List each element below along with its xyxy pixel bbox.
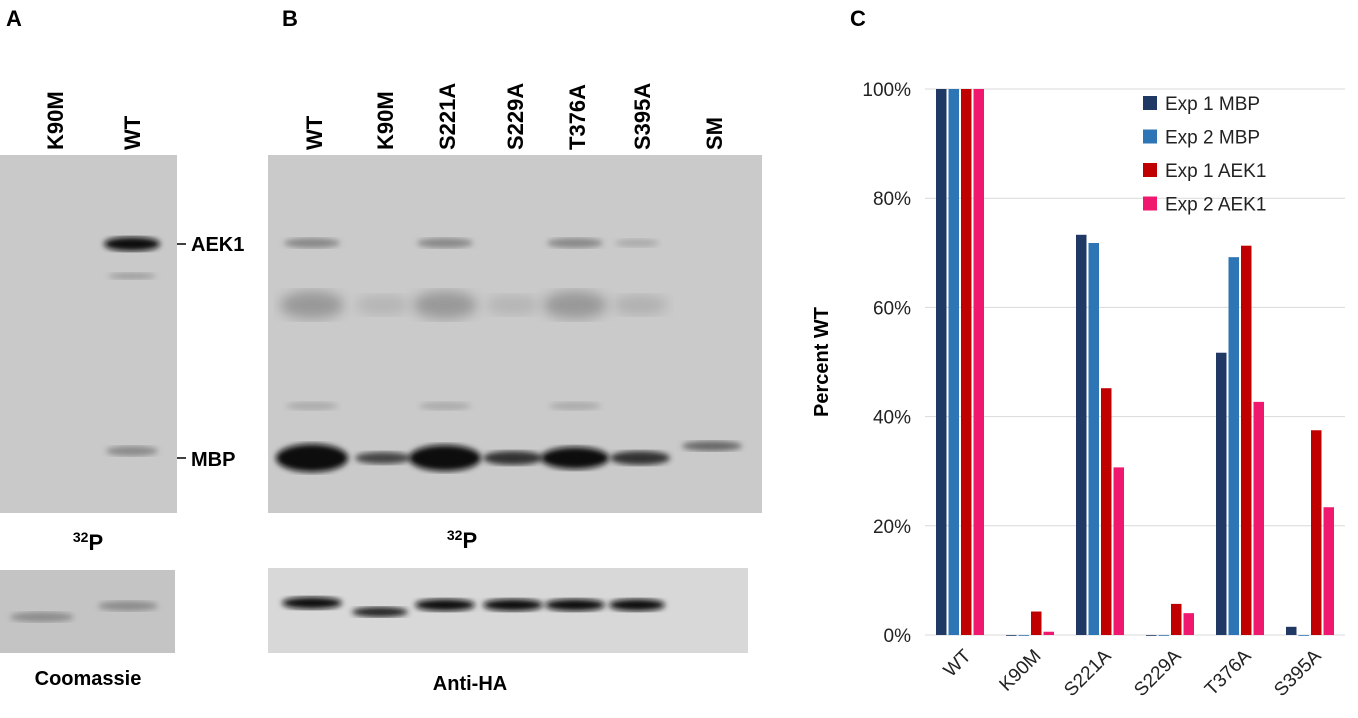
isotope-label: 32P (73, 529, 103, 555)
blot-a (0, 155, 177, 653)
legend-swatch (1143, 129, 1157, 144)
bar (973, 89, 984, 635)
panel-letter: B (282, 6, 298, 31)
y-tick-label: 80% (873, 189, 911, 210)
y-axis-label: Percent WT (811, 307, 833, 417)
bar (1088, 242, 1099, 636)
legend-label: Exp 2 AEK1 (1165, 195, 1266, 216)
lane-label: T376A (565, 84, 590, 150)
lane-label: K90M (43, 91, 68, 150)
bar (1216, 352, 1227, 635)
panel-letter: C (850, 6, 866, 31)
isotope-element: P (88, 530, 103, 555)
y-tick-label: 100% (862, 80, 911, 101)
legend-label: Exp 1 AEK1 (1165, 161, 1266, 182)
legend-swatch (1143, 96, 1157, 110)
bar (1113, 467, 1124, 635)
bar (1006, 635, 1017, 636)
lane-label: WT (120, 115, 145, 150)
lane-label: S229A (503, 83, 528, 150)
bar (1298, 635, 1309, 636)
x-tick-label: K90M (996, 646, 1046, 696)
bar (1171, 603, 1182, 635)
bar (1031, 611, 1042, 635)
bar (1311, 430, 1322, 635)
bar (1101, 388, 1112, 635)
lane-label: S395A (630, 83, 655, 150)
y-tick-label: 0% (884, 626, 912, 647)
x-tick-label: S395A (1270, 645, 1325, 700)
bar (1228, 257, 1239, 635)
bar (1183, 613, 1194, 635)
band-label: AEK1 (191, 234, 244, 256)
bar (1158, 635, 1169, 636)
lane-label: K90M (373, 91, 398, 150)
band-label: MBP (191, 449, 235, 471)
lane-label: SM (702, 117, 727, 150)
isotope-element: P (462, 528, 477, 553)
bar (1253, 401, 1264, 635)
legend-label: Exp 2 MBP (1165, 128, 1260, 149)
isotope-mass: 32 (73, 529, 89, 545)
legend-swatch (1143, 163, 1157, 177)
x-tick-label: T376A (1201, 645, 1256, 700)
bar (948, 89, 959, 635)
bar (1146, 635, 1157, 636)
isotope-label: 32P (447, 527, 477, 553)
lane-label: WT (302, 115, 327, 150)
x-tick-label: WT (940, 645, 976, 681)
x-tick-label: S221A (1060, 645, 1115, 700)
bar (1043, 631, 1054, 635)
isotope-mass: 32 (447, 527, 463, 543)
bar (1241, 245, 1252, 635)
panel-letter: A (6, 6, 22, 31)
y-tick-label: 40% (873, 408, 911, 429)
bar (1286, 626, 1297, 635)
bar (936, 89, 947, 635)
bar (961, 89, 972, 635)
bar (1018, 635, 1029, 636)
legend-label: Exp 1 MBP (1165, 94, 1260, 115)
stain-label: Coomassie (35, 668, 142, 690)
lane-label: S221A (435, 83, 460, 150)
antibody-label: Anti-HA (433, 673, 507, 695)
y-tick-label: 20% (873, 517, 911, 538)
blot-b (268, 155, 762, 653)
x-tick-label: S229A (1130, 645, 1185, 700)
y-tick-label: 60% (873, 298, 911, 319)
bar (1323, 507, 1334, 635)
bar (1076, 234, 1087, 636)
legend-swatch (1143, 196, 1157, 211)
